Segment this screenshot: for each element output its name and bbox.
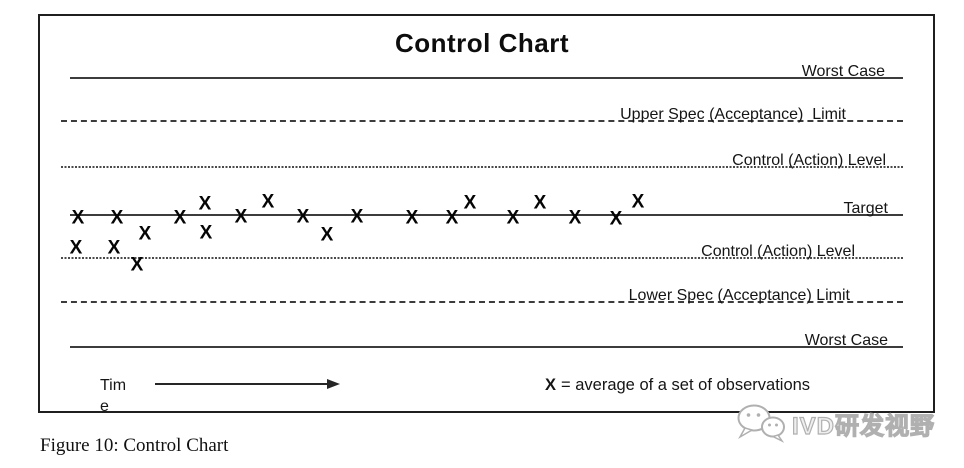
- x-marker: X: [138, 223, 152, 245]
- legend: X = average of a set of observations: [545, 376, 810, 395]
- level-line: [61, 301, 903, 303]
- x-marker: X: [110, 207, 124, 229]
- time-axis-label: Time: [100, 377, 127, 415]
- figure-border-box: [38, 14, 935, 413]
- x-marker: X: [261, 191, 275, 213]
- wechat-icon: [737, 404, 785, 443]
- level-label: Target: [843, 200, 888, 217]
- x-marker: X: [405, 207, 419, 229]
- level-label: Control (Action) Level: [701, 243, 855, 260]
- chart-title: Control Chart: [394, 28, 570, 58]
- x-marker: X: [130, 254, 144, 276]
- x-marker: X: [296, 206, 310, 228]
- x-marker: X: [71, 207, 85, 229]
- level-line: [61, 120, 903, 122]
- level-line: [70, 77, 903, 79]
- x-marker: X: [609, 208, 623, 230]
- level-label: Worst Case: [804, 332, 888, 349]
- level-line: [70, 346, 903, 348]
- watermark-text: IVD研发视野: [791, 412, 936, 440]
- x-marker: X: [568, 207, 582, 229]
- time-arrow-line: [155, 383, 328, 385]
- legend-symbol: X: [545, 376, 557, 394]
- x-marker: X: [107, 237, 121, 259]
- x-marker: X: [234, 206, 248, 228]
- level-line: [61, 257, 903, 259]
- level-line: [70, 214, 903, 216]
- x-marker: X: [631, 191, 645, 213]
- x-marker: X: [506, 207, 520, 229]
- legend-text: = average of a set of observations: [561, 376, 811, 394]
- figure-caption: Figure 10: Control Chart: [40, 435, 229, 456]
- x-marker: X: [533, 192, 547, 214]
- watermark: IVD研发视野: [736, 403, 935, 443]
- level-label: Upper Spec (Acceptance) Limit: [620, 106, 846, 123]
- x-marker: X: [350, 206, 364, 228]
- x-marker: X: [199, 222, 213, 244]
- level-label: Control (Action) Level: [732, 152, 886, 169]
- x-marker: X: [320, 224, 334, 246]
- level-label: Lower Spec (Acceptance) Limit: [628, 287, 850, 304]
- x-marker: X: [198, 193, 212, 215]
- x-marker: X: [173, 207, 187, 229]
- x-marker: X: [69, 237, 83, 259]
- x-marker: X: [445, 207, 459, 229]
- level-line: [61, 166, 903, 168]
- right-arrow-icon: [327, 379, 340, 389]
- x-marker: X: [463, 192, 477, 214]
- level-label: Worst Case: [801, 63, 885, 80]
